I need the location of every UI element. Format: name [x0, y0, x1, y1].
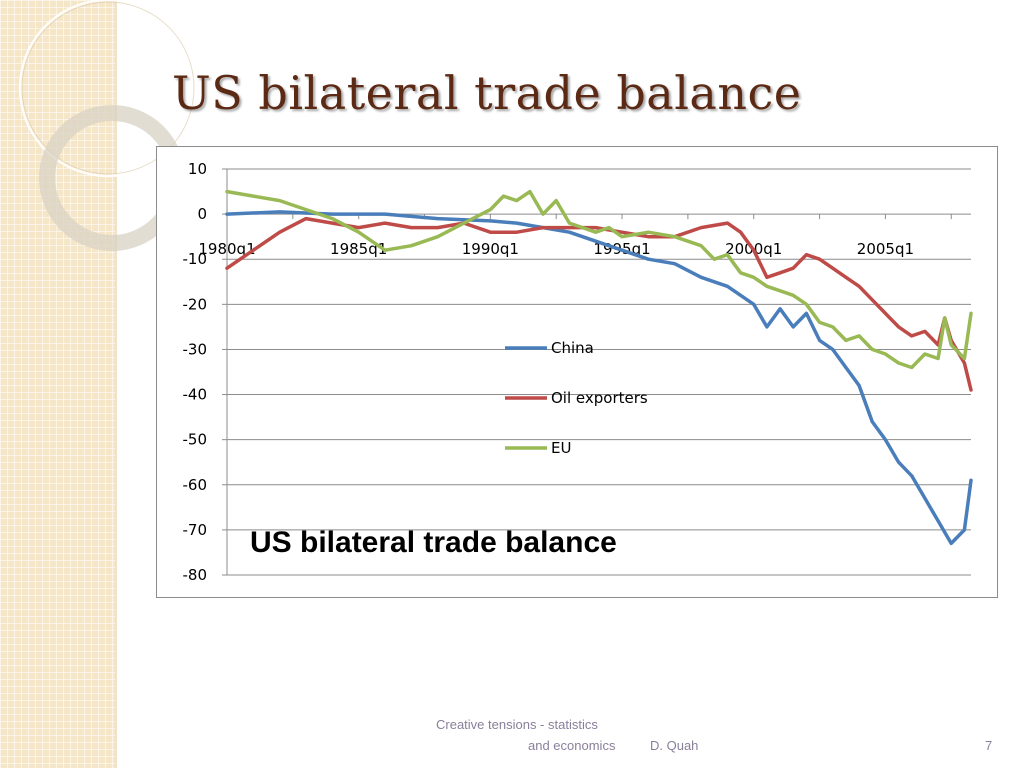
footer-author: D. Quah	[650, 738, 699, 753]
y-tick-label: -40	[183, 386, 208, 404]
legend-label: EU	[551, 439, 571, 457]
y-tick-label: -20	[183, 295, 208, 313]
y-tick-label: -70	[183, 521, 208, 539]
decorative-side-band	[0, 0, 115, 768]
y-tick-label: -10	[183, 250, 208, 268]
y-tick-label: -60	[183, 476, 208, 494]
slide-title: US bilateral trade balance	[172, 66, 802, 120]
y-tick-label: 0	[197, 205, 207, 223]
page-number: 7	[985, 738, 993, 753]
y-tick-label: -50	[183, 431, 208, 449]
legend-label: China	[551, 339, 594, 357]
chart-caption: US bilateral trade balance	[250, 526, 617, 559]
x-tick-label: 1990q1	[462, 240, 519, 258]
y-tick-label: -30	[183, 340, 208, 358]
x-tick-label: 1985q1	[330, 240, 387, 258]
series-line-oil-exporters	[225, 216, 973, 392]
side-divider	[115, 0, 117, 768]
x-tick-label: 1980q1	[198, 240, 255, 258]
x-tick-label: 2005q1	[857, 240, 914, 258]
trade-balance-line-chart: 10 0 -10 -20 -30 -40 -50 -60 -70 -80 1980q1 1985q1 1…	[183, 160, 973, 584]
series-line-eu	[225, 189, 973, 370]
y-tick-label: 10	[188, 160, 207, 178]
footer-title-line2: and economics	[528, 738, 616, 753]
footer-title-line1: Creative tensions - statistics	[436, 717, 598, 732]
y-tick-label: -80	[183, 566, 208, 584]
series-line-china	[225, 210, 973, 546]
legend-label: Oil exporters	[551, 389, 648, 407]
chart-frame: 10 0 -10 -20 -30 -40 -50 -60 -70 -80 1980q1 1985q1 1…	[156, 146, 998, 598]
